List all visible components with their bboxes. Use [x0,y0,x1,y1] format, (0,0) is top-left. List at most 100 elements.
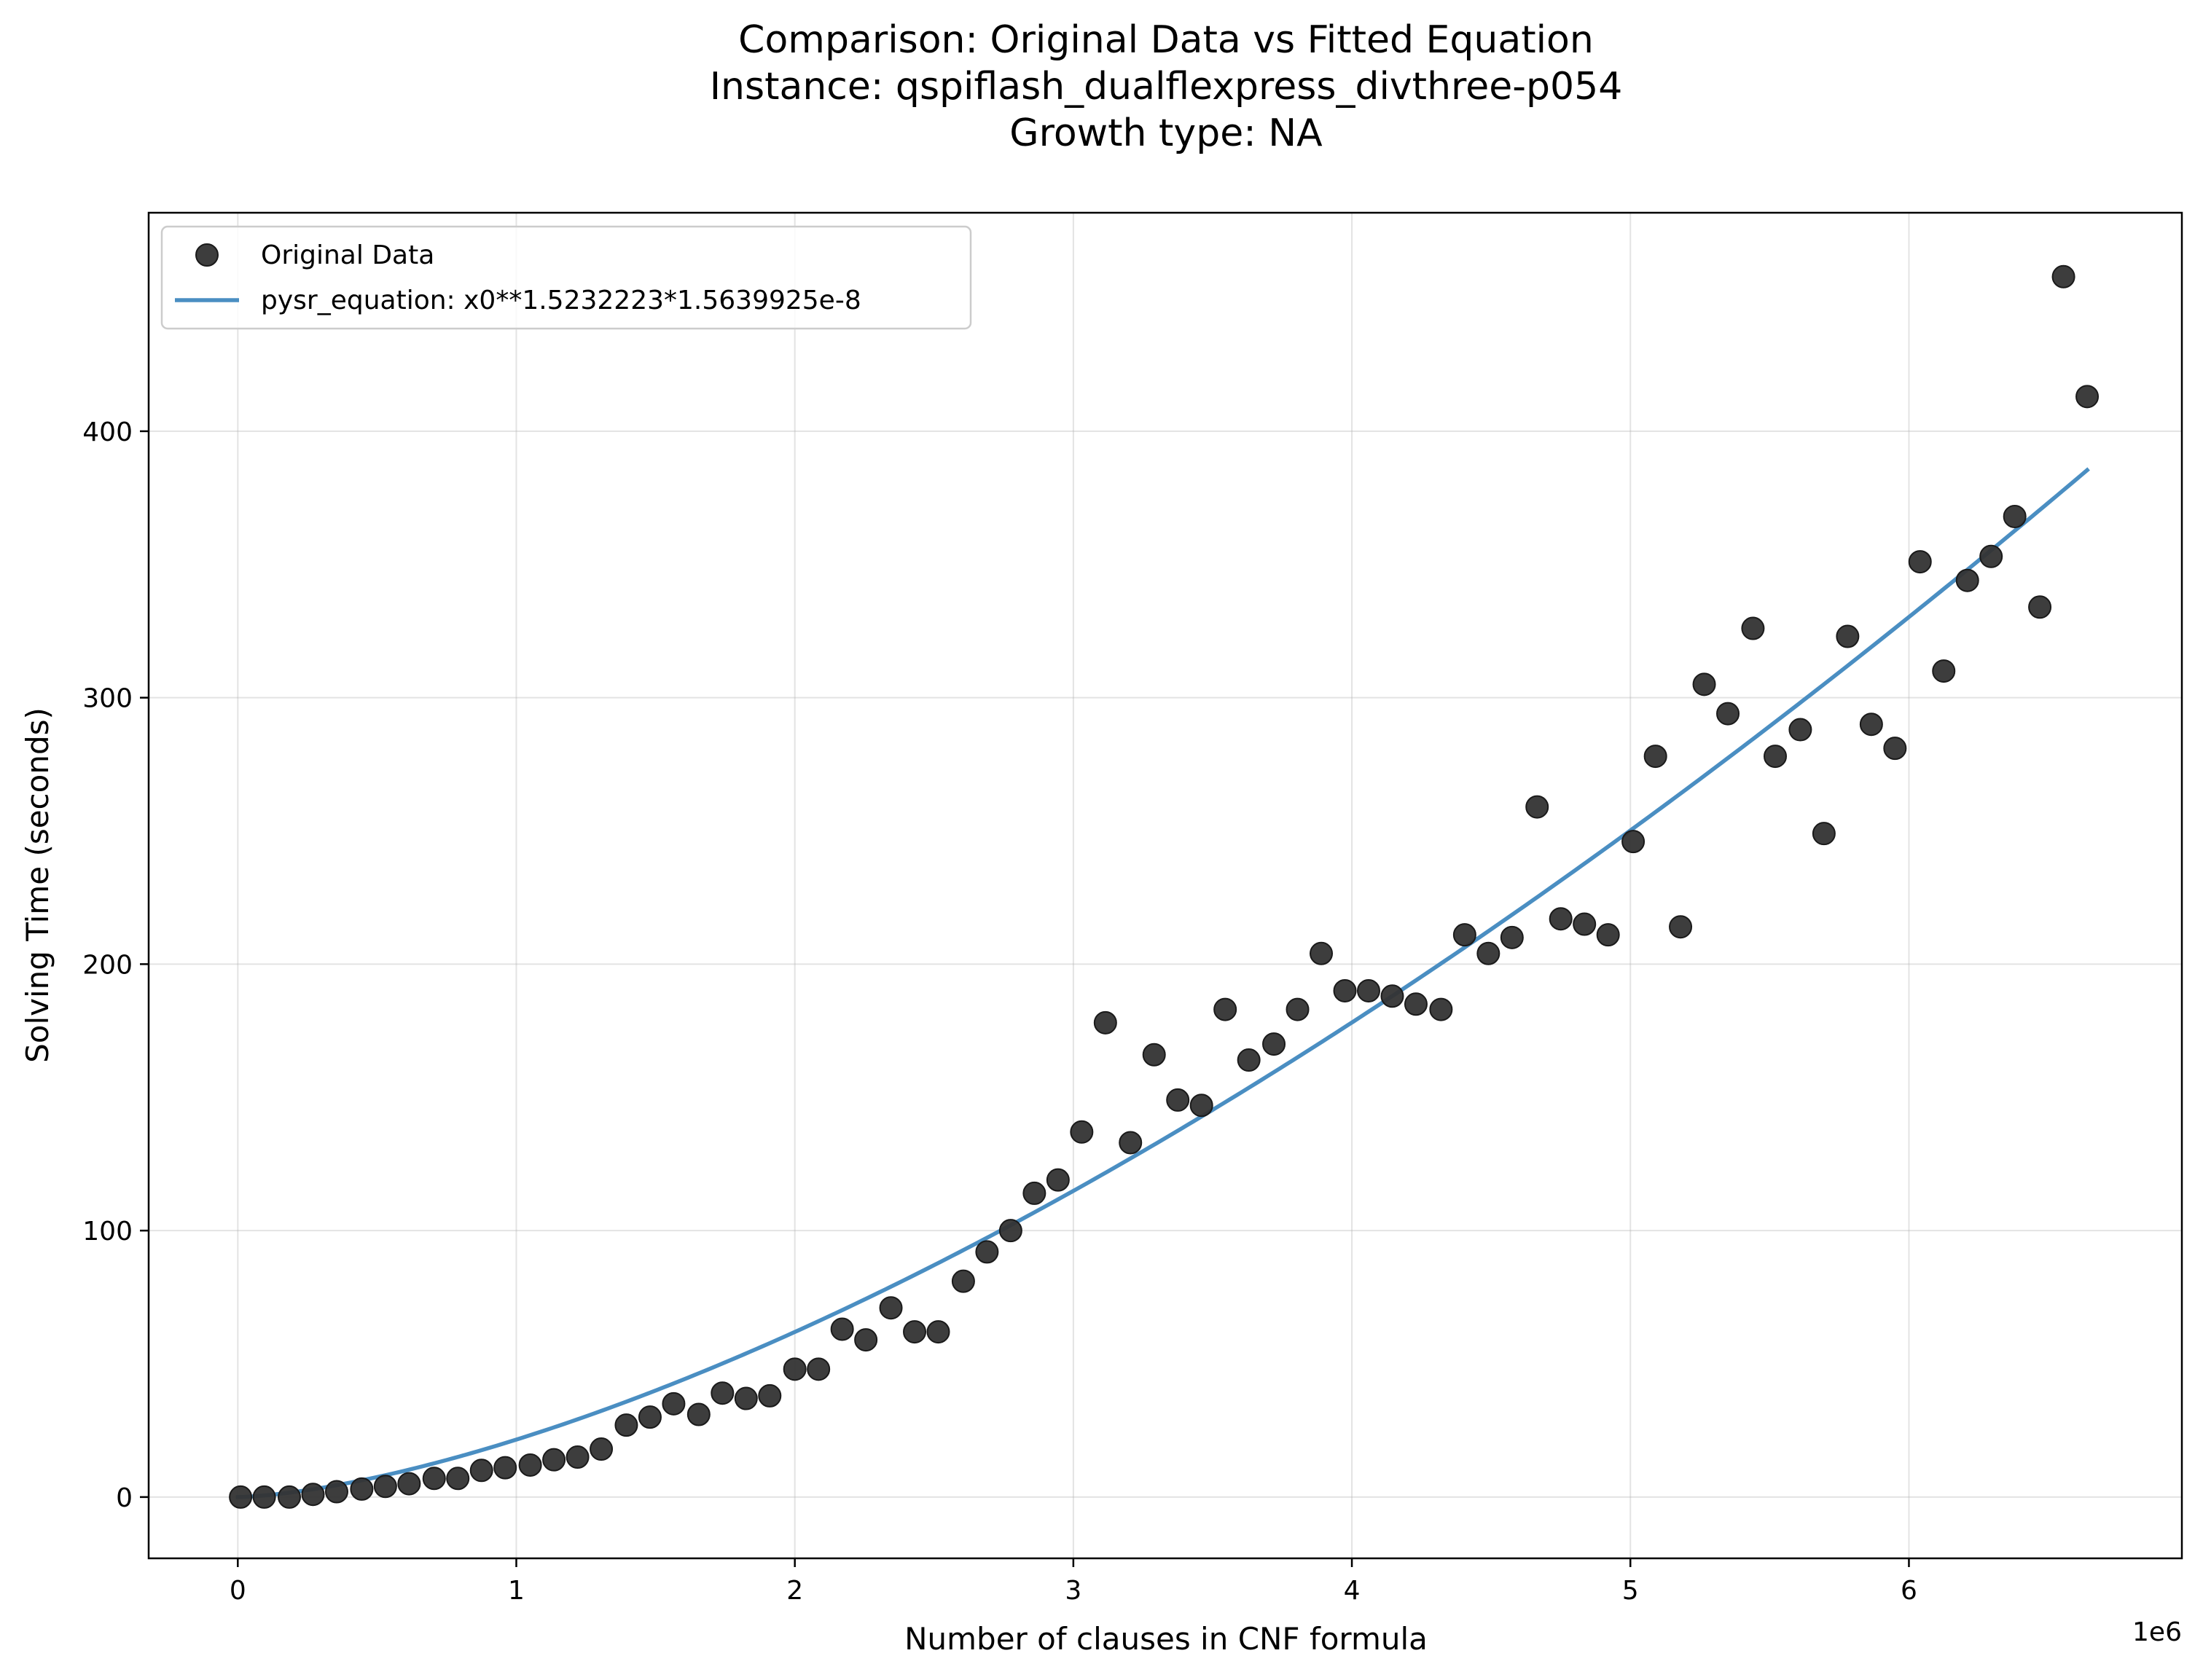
data-point [1500,925,1524,949]
data-point [542,1448,566,1472]
data-point [1452,923,1476,947]
x-tick-label: 4 [1344,1576,1361,1606]
data-point [1166,1088,1190,1112]
legend-box [160,225,972,330]
x-tick-label: 6 [1901,1576,1917,1606]
data-point [711,1381,735,1405]
data-point [1716,702,1740,726]
data-point [1549,907,1573,931]
data-point [614,1413,638,1437]
chart-title-line-2: Instance: qspiflash_dualflexpress_divthr… [710,65,1623,109]
data-point [951,1269,975,1293]
data-point [1573,912,1597,936]
y-tick-label: 300 [82,684,133,714]
data-point [1119,1131,1143,1155]
data-point [1310,941,1334,965]
data-point [1932,659,1956,683]
data-point [229,1485,253,1509]
data-point [350,1477,374,1501]
data-point [1237,1048,1261,1072]
data-point [422,1467,446,1491]
data-point [1525,795,1549,819]
data-point [1883,737,1907,761]
data-point [879,1296,903,1320]
x-tick-label: 3 [1065,1576,1081,1606]
data-point [2051,264,2075,288]
x-axis-label: Number of clauses in CNF formula [904,1621,1428,1657]
data-point [1404,992,1428,1016]
data-point [2075,385,2100,409]
x-tick-label: 0 [230,1576,246,1606]
plot-frame [147,211,2183,1560]
data-point [278,1485,302,1509]
data-point [1476,941,1500,965]
data-point [1380,984,1404,1008]
data-point [1070,1120,1094,1144]
data-point [686,1402,711,1426]
data-point [324,1480,348,1504]
data-point [903,1320,927,1344]
y-tick-label: 0 [116,1483,133,1513]
plot-area [149,213,2182,1558]
chart-title-line-3: Growth type: NA [1009,111,1323,155]
data-point [758,1383,782,1408]
data-point [1022,1181,1046,1205]
data-point [1286,997,1310,1021]
data-point [830,1317,854,1341]
data-point [734,1386,758,1410]
data-point [1741,616,1765,640]
data-point [1621,830,1646,854]
data-point [1692,672,1716,696]
data-point [783,1357,807,1381]
data-point [252,1485,276,1509]
legend-label-original-data: Original Data [261,240,434,270]
data-point [638,1405,662,1429]
data-point [1955,568,1979,592]
data-point [493,1456,517,1480]
data-point [469,1459,493,1483]
data-point [446,1467,470,1491]
legend-label-fitted-equation: pysr_equation: x0**1.5232223*1.5639925e-… [261,286,861,315]
y-tick-label: 200 [82,950,133,980]
data-point [926,1320,950,1344]
x-tick-label: 2 [786,1576,803,1606]
data-point [975,1240,999,1264]
grid [149,213,2182,1558]
data-point [998,1219,1022,1243]
data-point [1093,1010,1117,1035]
data-point [1046,1168,1070,1192]
data-point [2028,595,2052,619]
data-points [229,264,2100,1509]
data-point [1596,923,1620,947]
data-point [1333,978,1357,1002]
y-tick-label: 100 [82,1217,133,1247]
data-point [590,1437,614,1461]
y-tick-label: 400 [82,417,133,447]
x-tick-label: 1 [508,1576,525,1606]
x-axis-offset-text: 1e6 [2132,1617,2182,1647]
data-point [807,1357,831,1381]
data-point [1764,745,1787,769]
legend: Original Data pysr_equation: x0**1.52322… [160,225,972,330]
axis-ticks: 0 1 2 3 4 5 6 0 100 200 300 400 [82,417,1917,1606]
data-point [301,1483,325,1507]
data-point [1979,544,2003,568]
data-point [1812,822,1836,846]
chart-title-line-1: Comparison: Original Data vs Fitted Equa… [738,18,1594,62]
data-point [518,1453,542,1477]
fitted-equation-line [235,467,2090,1499]
legend-scatter-marker [195,243,219,267]
data-point [2003,504,2027,528]
data-point [1189,1094,1213,1118]
data-point [1788,718,1812,742]
data-point [566,1445,590,1469]
data-point [1213,997,1237,1021]
data-point [1643,745,1667,769]
data-point [1908,550,1932,574]
data-point [397,1472,421,1496]
data-point [1262,1032,1286,1056]
data-point [1836,624,1860,648]
x-tick-label: 5 [1622,1576,1639,1606]
y-axis-label: Solving Time (seconds) [20,707,55,1063]
